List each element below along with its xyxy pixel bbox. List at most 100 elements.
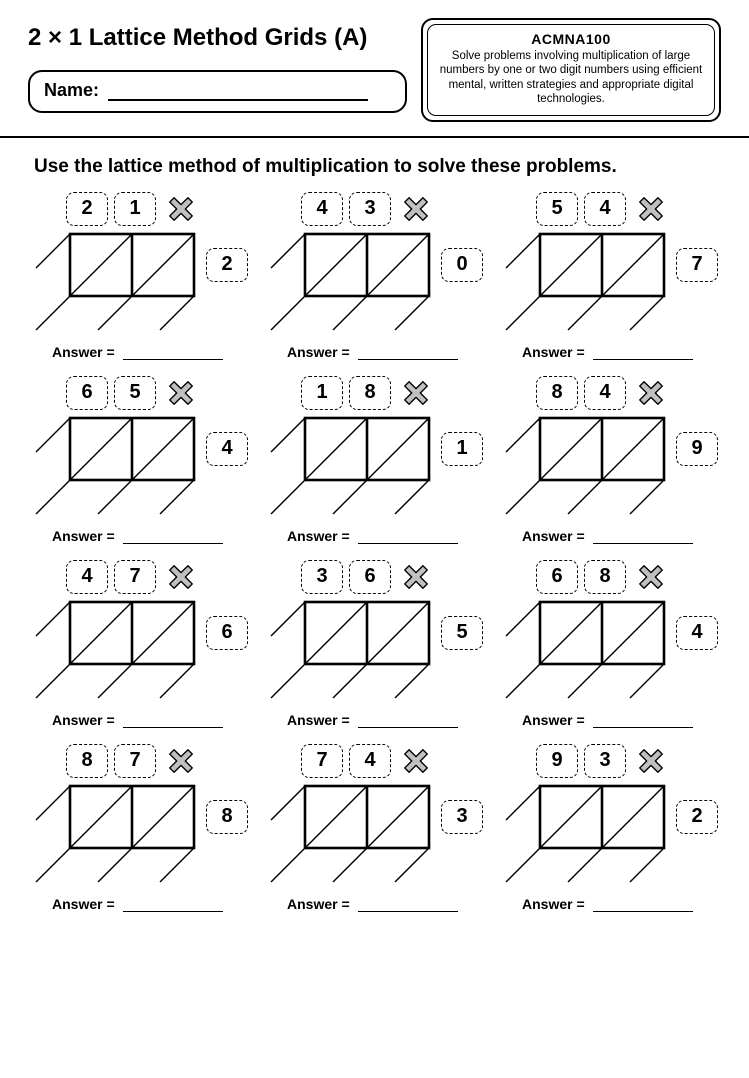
answer-label: Answer =	[287, 896, 350, 912]
multiplicand-row: 1 8	[301, 376, 486, 410]
answer-blank-line[interactable]	[593, 718, 693, 727]
header: 2 × 1 Lattice Method Grids (A) Name: ACM…	[28, 18, 721, 122]
multiply-icon	[638, 564, 664, 590]
lattice-diagram	[504, 782, 714, 894]
digit-box-top-1: 6	[536, 560, 578, 594]
lattice-diagram	[34, 414, 244, 526]
digit-box-side: 2	[676, 800, 718, 834]
multiplicand-row: 4 7	[66, 560, 251, 594]
multiplicand-row: 8 4	[536, 376, 721, 410]
lattice-diagram	[504, 414, 714, 526]
answer-row: Answer =	[522, 528, 721, 544]
answer-row: Answer =	[287, 344, 486, 360]
lattice-area: 0	[269, 230, 486, 340]
problem-9: 6 8 4 Answer =	[504, 560, 721, 728]
problem-11: 7 4 3 Answer =	[269, 744, 486, 912]
problem-1: 2 1 2 Answer =	[34, 192, 251, 360]
digit-box-top-1: 2	[66, 192, 108, 226]
multiply-icon	[403, 380, 429, 406]
lattice-diagram	[269, 782, 479, 894]
answer-label: Answer =	[52, 712, 115, 728]
digit-box-top-1: 6	[66, 376, 108, 410]
multiplicand-row: 4 3	[301, 192, 486, 226]
answer-label: Answer =	[287, 712, 350, 728]
digit-box-side: 5	[441, 616, 483, 650]
worksheet-page: 2 × 1 Lattice Method Grids (A) Name: ACM…	[0, 0, 749, 932]
multiply-icon	[638, 196, 664, 222]
name-field-container: Name:	[28, 70, 407, 113]
multiplicand-row: 9 3	[536, 744, 721, 778]
answer-blank-line[interactable]	[593, 534, 693, 543]
answer-label: Answer =	[522, 712, 585, 728]
problem-5: 1 8 1 Answer =	[269, 376, 486, 544]
digit-box-side: 7	[676, 248, 718, 282]
digit-box-top-1: 4	[66, 560, 108, 594]
answer-blank-line[interactable]	[123, 902, 223, 911]
answer-blank-line[interactable]	[593, 902, 693, 911]
problems-grid: 2 1 2 Answer =	[34, 192, 721, 912]
problem-2: 4 3 0 Answer =	[269, 192, 486, 360]
lattice-diagram	[269, 414, 479, 526]
digit-box-top-2: 4	[584, 376, 626, 410]
answer-label: Answer =	[287, 344, 350, 360]
answer-row: Answer =	[52, 712, 251, 728]
answer-row: Answer =	[287, 528, 486, 544]
digit-box-side: 9	[676, 432, 718, 466]
answer-row: Answer =	[522, 344, 721, 360]
lattice-area: 4	[504, 598, 721, 708]
digit-box-top-1: 4	[301, 192, 343, 226]
multiplicand-row: 2 1	[66, 192, 251, 226]
answer-blank-line[interactable]	[123, 350, 223, 359]
digit-box-side: 6	[206, 616, 248, 650]
problem-7: 4 7 6 Answer =	[34, 560, 251, 728]
digit-box-side: 1	[441, 432, 483, 466]
digit-box-top-2: 8	[584, 560, 626, 594]
standard-description: Solve problems involving multiplication …	[438, 49, 704, 107]
lattice-diagram	[34, 782, 244, 894]
problem-12: 9 3 2 Answer =	[504, 744, 721, 912]
digit-box-side: 4	[676, 616, 718, 650]
digit-box-side: 2	[206, 248, 248, 282]
answer-blank-line[interactable]	[123, 718, 223, 727]
digit-box-top-1: 8	[536, 376, 578, 410]
multiplicand-row: 3 6	[301, 560, 486, 594]
multiplicand-row: 8 7	[66, 744, 251, 778]
digit-box-top-1: 1	[301, 376, 343, 410]
multiply-icon	[403, 748, 429, 774]
lattice-area: 6	[34, 598, 251, 708]
multiply-icon	[638, 748, 664, 774]
answer-label: Answer =	[522, 344, 585, 360]
lattice-diagram	[269, 230, 479, 342]
digit-box-top-1: 8	[66, 744, 108, 778]
multiply-icon	[403, 564, 429, 590]
standard-box: ACMNA100 Solve problems involving multip…	[421, 18, 721, 122]
answer-blank-line[interactable]	[358, 902, 458, 911]
digit-box-side: 3	[441, 800, 483, 834]
lattice-area: 2	[34, 230, 251, 340]
multiply-icon	[403, 196, 429, 222]
name-blank-line[interactable]	[108, 85, 368, 101]
multiply-icon	[168, 564, 194, 590]
answer-blank-line[interactable]	[123, 534, 223, 543]
digit-box-top-2: 4	[349, 744, 391, 778]
digit-box-top-2: 7	[114, 744, 156, 778]
multiplicand-row: 7 4	[301, 744, 486, 778]
digit-box-top-2: 4	[584, 192, 626, 226]
answer-row: Answer =	[52, 896, 251, 912]
divider	[0, 136, 749, 138]
multiply-icon	[168, 380, 194, 406]
answer-row: Answer =	[522, 712, 721, 728]
answer-blank-line[interactable]	[358, 534, 458, 543]
answer-label: Answer =	[522, 896, 585, 912]
header-left: 2 × 1 Lattice Method Grids (A) Name:	[28, 18, 407, 122]
answer-blank-line[interactable]	[358, 718, 458, 727]
answer-blank-line[interactable]	[358, 350, 458, 359]
digit-box-top-2: 5	[114, 376, 156, 410]
lattice-diagram	[269, 598, 479, 710]
answer-blank-line[interactable]	[593, 350, 693, 359]
digit-box-top-2: 6	[349, 560, 391, 594]
lattice-area: 5	[269, 598, 486, 708]
instruction-text: Use the lattice method of multiplication…	[34, 156, 721, 178]
problem-6: 8 4 9 Answer =	[504, 376, 721, 544]
lattice-diagram	[34, 598, 244, 710]
